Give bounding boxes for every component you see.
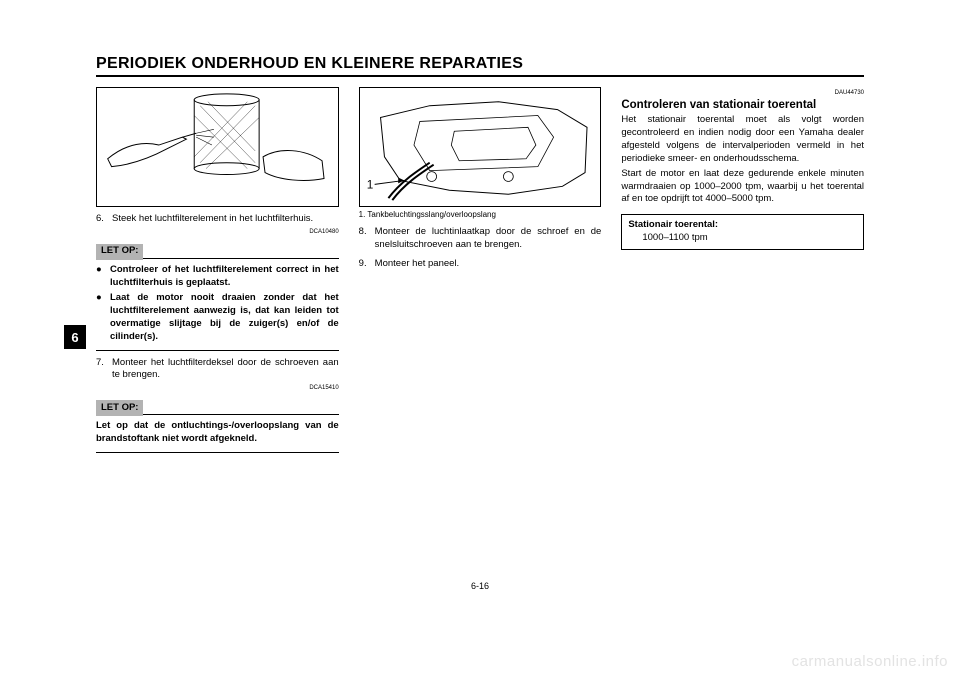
letop-row: LET OP:	[96, 400, 339, 416]
doc-code: DCA15410	[96, 384, 339, 392]
step-number: 6.	[96, 213, 112, 226]
page-number: 6-16	[96, 581, 864, 591]
column-2: 1 1. Tankbeluchtingsslang/overloopslang …	[359, 87, 602, 453]
body-paragraph: Het stationair toerental moet als volgt …	[621, 114, 864, 165]
divider	[96, 452, 339, 453]
step-9: 9. Monteer het paneel.	[359, 258, 602, 271]
chapter-tab: 6	[64, 325, 86, 349]
letop-badge: LET OP:	[96, 400, 143, 416]
body-paragraph: Start de motor en laat deze gedurende en…	[621, 168, 864, 206]
letop-row: LET OP:	[96, 244, 339, 260]
columns: 6. Steek het luchtfilterelement in het l…	[96, 87, 864, 453]
divider	[96, 350, 339, 351]
step-6: 6. Steek het luchtfilterelement in het l…	[96, 213, 339, 226]
step-text: Monteer de luchtinlaatkap door de schroe…	[375, 226, 602, 252]
bullet-text: Laat de motor nooit draaien zonder dat h…	[110, 292, 339, 343]
warning-bullet-list: ● Controleer of het luchtfilterelement c…	[96, 264, 339, 344]
letop-rule	[143, 414, 338, 415]
warning-paragraph: Let op dat de ontluchtings-/overloopslan…	[96, 420, 339, 446]
warning-bullet: ● Controleer of het luchtfilterelement c…	[96, 264, 339, 290]
figure-caption: 1. Tankbeluchtingsslang/overloopslang	[359, 210, 602, 220]
step-number: 9.	[359, 258, 375, 271]
step-text: Steek het luchtfilterelement in het luch…	[112, 213, 339, 226]
spec-label: Stationair toerental:	[628, 219, 857, 232]
letop-rule	[143, 258, 338, 259]
letop-badge: LET OP:	[96, 244, 143, 260]
step-text: Monteer het paneel.	[375, 258, 602, 271]
manual-page: PERIODIEK ONDERHOUD EN KLEINERE REPARATI…	[96, 55, 864, 595]
figure-hose-diagram: 1	[359, 87, 602, 207]
step-7: 7. Monteer het luchtfilterdeksel door de…	[96, 357, 339, 383]
step-text: Monteer het luchtfilterdeksel door de sc…	[112, 357, 339, 383]
section-title: Controleren van stationair toerental	[621, 98, 864, 112]
figure-filter-cleaning	[96, 87, 339, 207]
callout-number: 1	[366, 177, 373, 191]
warning-bullet: ● Laat de motor nooit draaien zonder dat…	[96, 292, 339, 343]
page-heading: PERIODIEK ONDERHOUD EN KLEINERE REPARATI…	[96, 55, 523, 73]
doc-code: DAU44730	[621, 89, 864, 97]
column-3: DAU44730 Controleren van stationair toer…	[621, 87, 864, 453]
bullet-icon: ●	[96, 292, 110, 343]
engine-hose-icon: 1	[360, 88, 601, 206]
step-number: 7.	[96, 357, 112, 383]
step-8: 8. Monteer de luchtinlaatkap door de sch…	[359, 226, 602, 252]
doc-code: DCA10480	[96, 228, 339, 236]
spec-box: Stationair toerental: 1000–1100 tpm	[621, 214, 864, 250]
column-1: 6. Steek het luchtfilterelement in het l…	[96, 87, 339, 453]
step-number: 8.	[359, 226, 375, 252]
filter-cleaning-icon	[97, 88, 338, 206]
heading-row: PERIODIEK ONDERHOUD EN KLEINERE REPARATI…	[96, 55, 864, 77]
spec-value: 1000–1100 tpm	[628, 232, 857, 245]
bullet-text: Controleer of het luchtfilterelement cor…	[110, 264, 339, 290]
bullet-icon: ●	[96, 264, 110, 290]
watermark: carmanualsonline.info	[792, 653, 948, 670]
